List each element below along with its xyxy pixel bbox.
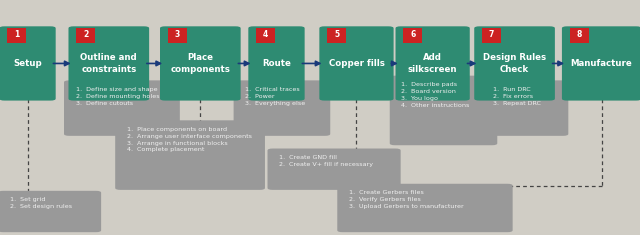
Text: 1.  Create GND fill
2.  Create V+ fill if necessary: 1. Create GND fill 2. Create V+ fill if …	[279, 155, 373, 167]
Text: 1.  Critical traces
2.  Power
3.  Everything else: 1. Critical traces 2. Power 3. Everythin…	[245, 87, 305, 106]
Text: 1.  Create Gerbers files
2.  Verify Gerbers files
3.  Upload Gerbers to manufact: 1. Create Gerbers files 2. Verify Gerber…	[349, 190, 463, 209]
FancyBboxPatch shape	[396, 26, 470, 101]
Text: 5: 5	[334, 30, 339, 39]
Bar	[570, 28, 589, 43]
FancyBboxPatch shape	[64, 80, 180, 136]
Bar	[327, 28, 346, 43]
FancyBboxPatch shape	[115, 120, 265, 190]
Text: Setup: Setup	[13, 59, 42, 68]
FancyBboxPatch shape	[481, 80, 568, 136]
Text: Manufacture: Manufacture	[571, 59, 632, 68]
FancyBboxPatch shape	[160, 26, 241, 101]
Bar	[482, 28, 501, 43]
Bar	[403, 28, 422, 43]
Text: 1.  Define size and shape
2.  Define mounting holes
3.  Define cutouts: 1. Define size and shape 2. Define mount…	[76, 87, 159, 106]
Text: 4: 4	[263, 30, 268, 39]
Bar	[7, 28, 26, 43]
Text: 1: 1	[14, 30, 19, 39]
Text: 1.  Place components on board
2.  Arrange user interface components
3.  Arrange : 1. Place components on board 2. Arrange …	[127, 127, 252, 152]
Bar	[256, 28, 275, 43]
FancyBboxPatch shape	[0, 26, 56, 101]
Text: 1.  Set grid
2.  Set design rules: 1. Set grid 2. Set design rules	[10, 197, 72, 209]
Bar	[76, 28, 95, 43]
FancyBboxPatch shape	[390, 76, 497, 145]
FancyBboxPatch shape	[0, 191, 101, 232]
Text: Design Rules
Check: Design Rules Check	[483, 53, 546, 74]
Text: Place
components: Place components	[170, 53, 230, 74]
FancyBboxPatch shape	[474, 26, 555, 101]
Text: 1.  Describe pads
2.  Board version
3.  You logo
4.  Other instructions: 1. Describe pads 2. Board version 3. You…	[401, 82, 470, 108]
FancyBboxPatch shape	[562, 26, 640, 101]
Text: Copper fills: Copper fills	[328, 59, 385, 68]
Bar	[168, 28, 187, 43]
Text: 7: 7	[489, 30, 494, 39]
Text: Add
silkscreen: Add silkscreen	[408, 53, 458, 74]
Text: Outline and
constraints: Outline and constraints	[81, 53, 137, 74]
Text: 8: 8	[577, 30, 582, 39]
FancyBboxPatch shape	[234, 80, 330, 136]
Text: 1.  Run DRC
2.  Fix errors
3.  Repeat DRC: 1. Run DRC 2. Fix errors 3. Repeat DRC	[493, 87, 541, 106]
Text: 6: 6	[410, 30, 415, 39]
Text: 3: 3	[175, 30, 180, 39]
FancyBboxPatch shape	[68, 26, 149, 101]
FancyBboxPatch shape	[268, 149, 401, 190]
FancyBboxPatch shape	[319, 26, 394, 101]
FancyBboxPatch shape	[248, 26, 305, 101]
Text: Route: Route	[262, 59, 291, 68]
FancyBboxPatch shape	[337, 184, 513, 232]
Text: 2: 2	[83, 30, 88, 39]
